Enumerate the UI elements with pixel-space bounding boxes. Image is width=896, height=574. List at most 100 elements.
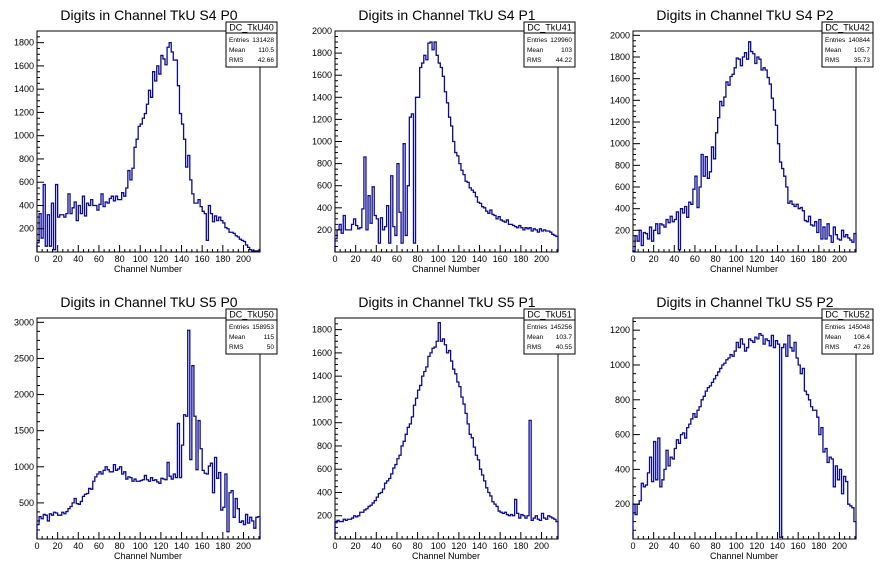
x-tick-label: 20 (351, 254, 361, 264)
panel-title: Digits in Channel TkU S4 P1 (358, 7, 535, 23)
y-tick-label: 1800 (610, 52, 630, 62)
x-tick-label: 20 (649, 254, 659, 264)
y-tick-label: 500 (19, 498, 34, 508)
y-tick-label: 1000 (14, 462, 34, 472)
x-tick-label: 60 (94, 541, 104, 551)
y-tick-label: 400 (615, 204, 630, 214)
stats-entries-label: Entries (229, 324, 250, 331)
x-tick-label: 120 (451, 541, 466, 551)
y-tick-label: 400 (317, 203, 332, 213)
y-tick-label: 1800 (312, 48, 332, 58)
y-tick-label: 1600 (312, 70, 332, 80)
x-tick-label: 180 (215, 254, 230, 264)
stats-box: DC_TkU41 Entries 129960 Mean 103 RMS 44.… (523, 21, 576, 68)
y-tick-label: 1200 (610, 325, 630, 335)
y-tick-label: 1200 (14, 107, 34, 117)
histogram-svg: Digits in Channel TkU S5 P0 Channel Numb… (14, 294, 278, 561)
stats-box: DC_TkU42 Entries 140844 Mean 105.7 RMS 3… (821, 21, 874, 68)
histogram-svg: Digits in Channel TkU S4 P1 Channel Numb… (312, 7, 576, 274)
stats-rms-label: RMS (825, 57, 840, 64)
x-tick-label: 100 (431, 254, 446, 264)
y-tick-label: 400 (19, 200, 34, 210)
plot-frame (632, 317, 857, 540)
stats-entries-label: Entries (527, 324, 548, 331)
y-tick-label: 1400 (14, 84, 34, 94)
stats-rms-value: 44.22 (556, 57, 573, 64)
stats-rms-label: RMS (229, 344, 244, 351)
y-tick-label: 600 (317, 464, 332, 474)
stats-rms-value: 47.26 (854, 344, 871, 351)
y-tick-label: 1200 (312, 394, 332, 404)
stats-box-name: DC_TkU42 (825, 23, 870, 33)
y-tick-label: 2000 (610, 30, 630, 40)
y-tick-label: 200 (317, 225, 332, 235)
x-axis-label: Channel Number (412, 264, 480, 274)
panel-title: Digits in Channel TkU S5 P0 (60, 294, 237, 310)
y-tick-label: 1000 (14, 131, 34, 141)
x-tick-label: 180 (811, 254, 826, 264)
x-tick-label: 0 (630, 254, 635, 264)
stats-mean-value: 115 (264, 334, 275, 341)
stats-rms-value: 35.73 (854, 57, 871, 64)
histogram-panel-s4-p1: Digits in Channel TkU S4 P1 Channel Numb… (298, 0, 596, 287)
y-tick-label: 200 (615, 225, 630, 235)
y-tick-label: 1600 (14, 61, 34, 71)
y-tick-label: 1200 (312, 114, 332, 124)
x-tick-label: 40 (669, 254, 679, 264)
x-tick-label: 20 (649, 541, 659, 551)
stats-rms-value: 40.55 (556, 344, 573, 351)
y-tick-label: 800 (615, 395, 630, 405)
y-tick-label: 1800 (14, 38, 34, 48)
x-tick-label: 100 (133, 541, 148, 551)
x-tick-label: 120 (451, 254, 466, 264)
stats-mean-label: Mean (527, 334, 544, 341)
y-tick-label: 3000 (14, 317, 34, 327)
stats-mean-label: Mean (229, 47, 246, 54)
stats-mean-value: 103.7 (556, 334, 573, 341)
y-tick-label: 600 (615, 430, 630, 440)
y-tick-label: 1000 (610, 139, 630, 149)
y-tick-label: 1000 (610, 360, 630, 370)
histogram-series (334, 322, 559, 539)
x-tick-label: 200 (534, 541, 549, 551)
x-tick-label: 120 (749, 541, 764, 551)
x-tick-label: 80 (413, 541, 423, 551)
x-tick-label: 140 (174, 541, 189, 551)
x-tick-label: 60 (392, 541, 402, 551)
y-tick-label: 600 (615, 182, 630, 192)
panel-title: Digits in Channel TkU S4 P0 (60, 7, 237, 23)
histogram-svg: Digits in Channel TkU S5 P2 Channel Numb… (610, 294, 874, 561)
x-tick-label: 100 (729, 541, 744, 551)
stats-rms-label: RMS (527, 57, 542, 64)
histogram-svg: Digits in Channel TkU S4 P0 Channel Numb… (14, 7, 278, 274)
x-tick-label: 180 (513, 254, 528, 264)
y-tick-label: 200 (317, 511, 332, 521)
histogram-panel-s4-p0: Digits in Channel TkU S4 P0 Channel Numb… (0, 0, 298, 287)
stats-entries-label: Entries (825, 324, 846, 331)
x-tick-label: 60 (690, 254, 700, 264)
histogram-panel-s5-p1: Digits in Channel TkU S5 P1 Channel Numb… (298, 287, 596, 574)
y-tick-label: 800 (19, 154, 34, 164)
x-tick-label: 20 (53, 541, 63, 551)
y-tick-label: 2000 (312, 26, 332, 36)
y-tick-label: 600 (317, 181, 332, 191)
stats-entries-value: 140844 (848, 37, 870, 44)
y-tick-label: 1600 (610, 74, 630, 84)
stats-box-frame (523, 21, 576, 68)
x-tick-label: 40 (371, 254, 381, 264)
stats-mean-label: Mean (527, 47, 544, 54)
stats-entries-value: 158953 (252, 324, 274, 331)
x-tick-label: 160 (195, 541, 210, 551)
x-tick-label: 60 (94, 254, 104, 264)
x-tick-label: 180 (215, 541, 230, 551)
stats-box-frame (225, 308, 278, 355)
stats-entries-value: 131428 (252, 37, 274, 44)
panel-title: Digits in Channel TkU S4 P2 (656, 7, 833, 23)
x-tick-label: 160 (791, 254, 806, 264)
x-tick-label: 200 (236, 541, 251, 551)
stats-box: DC_TkU51 Entries 145256 Mean 103.7 RMS 4… (523, 308, 576, 355)
x-axis-label: Channel Number (710, 264, 778, 274)
x-tick-label: 80 (711, 254, 721, 264)
stats-box: DC_TkU40 Entries 131428 Mean 110.5 RMS 4… (225, 21, 278, 68)
stats-entries-value: 129960 (550, 37, 572, 44)
